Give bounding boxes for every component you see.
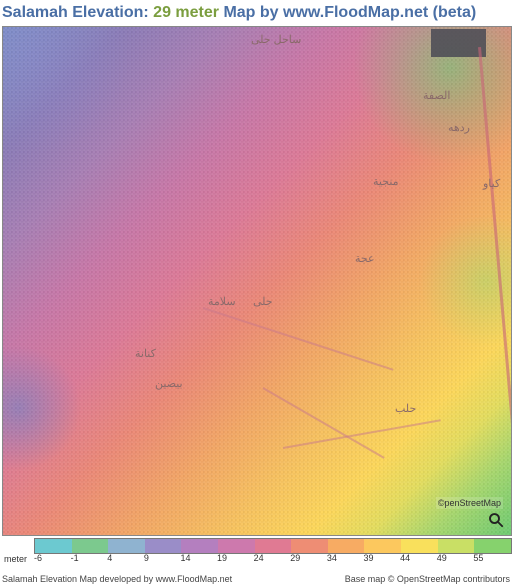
legend-unit-label: meter — [4, 554, 27, 564]
title-prefix: Salamah Elevation: — [2, 4, 153, 21]
title-suffix: Map by www.FloodMap.net (beta) — [219, 4, 476, 21]
legend-tick: 14 — [180, 553, 217, 563]
place-label: سلامة — [208, 295, 236, 308]
legend-swatch — [328, 539, 365, 553]
legend-tick: 55 — [473, 553, 510, 563]
legend-swatch — [108, 539, 145, 553]
page-title: Salamah Elevation: 29 meter Map by www.F… — [0, 0, 512, 26]
legend-tick: 44 — [400, 553, 437, 563]
place-label: كياو — [483, 177, 500, 190]
legend-tick: -1 — [71, 553, 108, 563]
legend-swatch — [438, 539, 475, 553]
place-label: عجة — [355, 252, 375, 265]
legend-swatch — [35, 539, 72, 553]
place-label: حلب — [395, 402, 416, 415]
elevation-legend: meter -6-149141924293439444955 — [2, 538, 510, 570]
place-label: كنانة — [135, 347, 156, 360]
legend-ticks: -6-149141924293439444955 — [34, 553, 510, 563]
legend-swatch — [364, 539, 401, 553]
legend-swatch — [145, 539, 182, 553]
legend-tick: 4 — [107, 553, 144, 563]
page-container: Salamah Elevation: 29 meter Map by www.F… — [0, 0, 512, 582]
osm-credit-overlay: ©penStreetMap — [436, 497, 503, 509]
legend-swatch — [474, 539, 511, 553]
elevation-map[interactable]: ساحل جلى الصفة ردهه كياو منجية عجة جلى سلامة كنا… — [2, 26, 512, 536]
map-pixel-noise — [3, 27, 511, 535]
legend-tick: -6 — [34, 553, 71, 563]
legend-tick: 24 — [254, 553, 291, 563]
legend-tick: 49 — [437, 553, 474, 563]
legend-swatch — [291, 539, 328, 553]
magnify-icon[interactable] — [487, 511, 505, 529]
place-label: ساحل جلى — [251, 33, 301, 46]
legend-tick: 39 — [363, 553, 400, 563]
place-label: الصفة — [423, 89, 450, 102]
legend-swatch — [401, 539, 438, 553]
footer-right: Base map © OpenStreetMap contributors — [345, 574, 510, 584]
footer: Salamah Elevation Map developed by www.F… — [2, 574, 510, 584]
legend-tick: 19 — [217, 553, 254, 563]
place-label: منجية — [373, 175, 399, 188]
place-label: ردهه — [448, 121, 470, 134]
place-label: جلى — [253, 295, 273, 308]
legend-tick: 29 — [290, 553, 327, 563]
legend-swatch — [72, 539, 109, 553]
legend-swatch — [218, 539, 255, 553]
legend-tick: 9 — [144, 553, 181, 563]
place-label: بيضين — [155, 377, 183, 390]
legend-swatch — [255, 539, 292, 553]
footer-left: Salamah Elevation Map developed by www.F… — [2, 574, 232, 584]
legend-swatches — [34, 538, 512, 554]
legend-swatch — [181, 539, 218, 553]
title-value: 29 meter — [153, 4, 219, 21]
legend-tick: 34 — [327, 553, 364, 563]
